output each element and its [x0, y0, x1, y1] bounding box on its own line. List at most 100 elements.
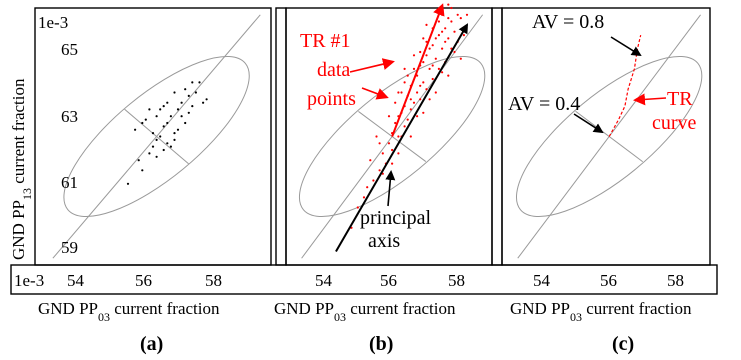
panel-a-point-35 [155, 155, 158, 158]
panel-a-point-25 [176, 128, 180, 131]
panel-b-point-24 [447, 37, 450, 40]
panel-b-point-82 [444, 40, 447, 43]
panel-b-point-54 [409, 135, 412, 138]
panel-a-x-axis-label: GND PP03 current fraction [38, 299, 220, 324]
panel-b-point-89 [391, 162, 394, 165]
panel-b-point-75 [406, 74, 409, 77]
panel-a-point-19 [198, 81, 201, 84]
panel-b-point-25 [450, 20, 453, 23]
tr-data-points-label-line2: data [317, 59, 350, 81]
panel-a-point-22 [173, 138, 176, 141]
panel-a-point-14 [180, 101, 183, 104]
panel-b-point-19 [431, 44, 434, 47]
panel-a-point-2 [141, 169, 144, 172]
panel-b-point-63 [450, 6, 453, 10]
panel-c-x-tick-54: 54 [533, 271, 551, 290]
panel-b-point-68 [453, 50, 456, 54]
panel-b-point-35 [434, 37, 437, 40]
y-tick-63: 63 [61, 107, 78, 126]
panel-a-ellipse [63, 55, 250, 218]
panel-b-x-axis-label: GND PP03 current fraction [274, 299, 456, 324]
panel-b-point-3 [378, 169, 381, 172]
panel-b-point-20 [434, 57, 437, 60]
panel-b-point-46 [400, 91, 403, 94]
panel-a-point-18 [194, 91, 197, 94]
y-tick-59: 59 [61, 238, 78, 257]
panel-b-point-69 [428, 98, 431, 101]
panel-b-ellipse [298, 55, 486, 218]
tr-data-points-label-line1: TR #1 [300, 30, 351, 52]
panel-b-point-57 [447, 74, 450, 77]
panel-b-red-arrow [391, 3, 445, 137]
panel-b-point-79 [465, 13, 469, 16]
panel-b-point-40 [425, 88, 428, 91]
panel-a-point-31 [180, 115, 183, 118]
panel-b-point-39 [406, 118, 409, 121]
panel-b-point-34 [428, 47, 431, 50]
panel-b-point-56 [434, 91, 437, 94]
panel-a-point-5 [151, 145, 155, 148]
av-0-4-label: AV = 0.4 [508, 93, 580, 115]
panel-b-point-88 [378, 142, 381, 145]
panel-b-point-23 [444, 27, 447, 30]
panel-c-x-axis-label: GND PP03 current fraction [510, 299, 692, 324]
panel-b-point-45 [456, 13, 459, 16]
panel-b-point-16 [422, 81, 425, 84]
panel-b-point-32 [416, 91, 419, 94]
panel-label-a: (a) [140, 333, 163, 355]
panel-b-point-81 [431, 64, 434, 67]
principal-axis-pointer [385, 170, 396, 207]
panel-a-point-1 [137, 159, 140, 162]
panel-a-point-8 [162, 125, 165, 128]
panel-a-point-7 [159, 135, 162, 138]
panel-b-point-4 [381, 152, 384, 155]
panel-c-plot-frame [501, 7, 711, 266]
panel-a-point-37 [205, 98, 208, 101]
panel-b-point-55 [422, 111, 425, 114]
panel-b-point-37 [447, 17, 450, 20]
tr-curve-label-line2: curve [652, 112, 697, 134]
panel-b-point-30 [403, 125, 406, 128]
panel-c-x-tick-56: 56 [600, 271, 617, 290]
principal-axis-label-line2: axis [368, 230, 400, 252]
panel-a-point-33 [166, 121, 169, 125]
frames [10, 7, 718, 295]
panel-b-point-52 [369, 159, 372, 162]
tr-curve-arrow [633, 93, 667, 106]
panel-b-point-41 [431, 77, 434, 81]
y-tick-61: 61 [61, 173, 78, 192]
panel-b-point-65 [412, 54, 416, 57]
panel-a-point-29 [169, 145, 172, 148]
panel-a-point-9 [166, 142, 169, 145]
panel-b-point-18 [428, 67, 431, 70]
panel-a-x-tick-56: 56 [135, 271, 152, 290]
panel-b-point-31 [409, 108, 412, 111]
panel-b-point-36 [441, 30, 444, 33]
panel-b-point-49 [441, 13, 444, 16]
panel-a-point-21 [166, 101, 169, 104]
panel-b-point-85 [425, 23, 428, 26]
panel-a-point-16 [187, 94, 190, 97]
panel-b-point-47 [412, 67, 416, 70]
panel-label-c: (c) [612, 333, 634, 355]
panel-b-x-tick-58: 58 [448, 271, 465, 290]
tr-data-points-label-line3: points [307, 88, 356, 110]
panel-b-left-strip [275, 7, 287, 266]
panel-b-point-67 [375, 135, 378, 138]
panel-a-point-26 [184, 88, 187, 91]
panel-a-point-34 [187, 111, 190, 114]
panel-a-point-39 [162, 105, 165, 108]
panel-b-point-22 [441, 47, 444, 50]
panel-c-left-strip [491, 7, 503, 266]
panel-b-point-38 [419, 98, 422, 101]
panel-a-point-28 [159, 108, 162, 111]
panel-b-principal-axis-arrow [335, 23, 469, 252]
panel-c-x-tick-58: 58 [667, 271, 684, 290]
panel-a-x-scale-label: 1e-3 [14, 271, 44, 290]
panel-b-point-7 [394, 121, 397, 125]
panel-b-point-17 [425, 54, 428, 57]
panel-a-point-20 [155, 115, 158, 118]
principal-axis-label-line1: principal [360, 207, 432, 229]
panel-label-b: (b) [369, 333, 393, 355]
